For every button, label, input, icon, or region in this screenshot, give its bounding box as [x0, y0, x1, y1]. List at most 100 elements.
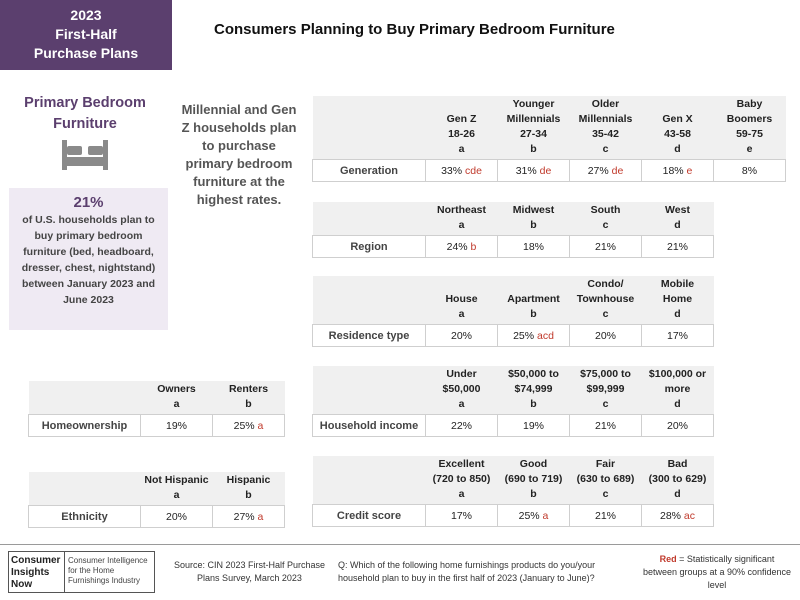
source-note: Source: CIN 2023 First-Half Purchase Pla… — [173, 560, 326, 583]
stat-description: of U.S. households plan to buy primary b… — [21, 214, 156, 306]
table-row: Generation 33% cde 31% de 27% de 18% e 8% — [312, 159, 786, 182]
row-label: Household income — [312, 414, 426, 437]
value-cell: 18% — [497, 235, 570, 258]
credit-table: Excellent (720 to 850) a Good (690 to 719) b… — [312, 456, 714, 527]
column-header: Younger Millennials 27-34 b — [497, 96, 570, 160]
value-cell: 20% — [425, 324, 498, 347]
column-header: Apartment b — [497, 276, 570, 325]
column-header: Gen X 43-58 d — [641, 96, 714, 160]
column-header: House a — [425, 276, 498, 325]
column-header: Bad (300 to 629) d — [641, 456, 714, 505]
callout-text: Millennial and Gen Z households plan to … — [181, 102, 297, 207]
row-label: Region — [312, 235, 426, 258]
column-header: South c — [569, 202, 642, 236]
header-corner — [28, 381, 141, 415]
value-cell: 33% cde — [425, 159, 498, 182]
column-header: Owners a — [140, 381, 213, 415]
column-header: Mobile Home d — [641, 276, 714, 325]
cin-logo: Consumer Insights Now Consumer Intellige… — [8, 551, 155, 593]
value-cell: 21% — [569, 414, 642, 437]
badge-year: 2023 — [70, 7, 102, 23]
value-cell: 25% acd — [497, 324, 570, 347]
value-cell: 21% — [569, 235, 642, 258]
table-row: Region 24% b 18% 21% 21% — [312, 235, 714, 258]
homeownership-table: Owners a Renters b Homeownership 19% 25% a — [28, 381, 285, 437]
ethnicity-table: Not Hispanic a Hispanic b Ethnicity 20% 27… — [28, 472, 285, 528]
logo-tagline: Consumer Intelligence for the Home Furni… — [68, 556, 148, 585]
row-label: Generation — [312, 159, 426, 182]
row-label: Residence type — [312, 324, 426, 347]
table-row: Credit score 17% 25% a 21% 28% ac — [312, 504, 714, 527]
badge-line-2: First-Half — [55, 26, 117, 42]
table-header-row: Northeast a Midwest b South c West d — [312, 202, 714, 236]
value-cell: 19% — [140, 414, 213, 437]
row-label: Homeownership — [28, 414, 141, 437]
table-row: Residence type 20% 25% acd 20% 17% — [312, 324, 714, 347]
legend-text: = Statistically significant between grou… — [642, 554, 792, 590]
table-header-row: Excellent (720 to 850) a Good (690 to 719) b… — [312, 456, 714, 505]
category-title-line-2: Furniture — [53, 116, 117, 132]
legend-red-word: Red — [659, 554, 677, 564]
value-cell: 17% — [425, 504, 498, 527]
column-header: $75,000 to $99,999 c — [569, 366, 642, 415]
column-header: Good (690 to 719) b — [497, 456, 570, 505]
survey-question: Q: Which of the following home furnishin… — [338, 560, 596, 583]
footer-divider — [0, 544, 800, 545]
column-header: Northeast a — [425, 202, 498, 236]
column-header: Older Millennials 35-42 c — [569, 96, 642, 160]
column-header: Hispanic b — [212, 472, 285, 506]
value-cell: 24% b — [425, 235, 498, 258]
category-title-line-1: Primary Bedroom — [24, 95, 146, 111]
column-header: Under $50,000 a — [425, 366, 498, 415]
residence-table: House a Apartment b Condo/Townhouse c Mobil… — [312, 276, 714, 347]
bed-icon — [62, 140, 108, 170]
value-cell: 17% — [641, 324, 714, 347]
page-title: Consumers Planning to Buy Primary Bedroo… — [214, 21, 615, 38]
stat-percentage: 21% — [73, 194, 104, 211]
column-header: Renters b — [212, 381, 285, 415]
column-header: $50,000 to $74,999 b — [497, 366, 570, 415]
table-header-row: Owners a Renters b — [28, 381, 285, 415]
header-corner — [312, 96, 426, 160]
value-cell: 22% — [425, 414, 498, 437]
generation-table: Gen Z 18-26 a Younger Millennials 27-34 b Older… — [312, 96, 786, 182]
value-cell: 18% e — [641, 159, 714, 182]
header-corner — [28, 472, 141, 506]
value-cell: 19% — [497, 414, 570, 437]
column-header: West d — [641, 202, 714, 236]
header-corner — [312, 366, 426, 415]
badge-line-3: Purchase Plans — [33, 45, 139, 61]
column-header: Not Hispanic a — [140, 472, 213, 506]
column-header: Fair (630 to 689) c — [569, 456, 642, 505]
column-header: Gen Z 18-26 a — [425, 96, 498, 160]
value-cell: 25% a — [212, 414, 285, 437]
header-corner — [312, 276, 426, 325]
value-cell: 21% — [569, 504, 642, 527]
income-table: Under $50,000 a $50,000 to $74,999 b $75,000… — [312, 366, 714, 437]
table-header-row: Not Hispanic a Hispanic b — [28, 472, 285, 506]
column-header: Condo/Townhouse c — [569, 276, 642, 325]
plan-badge: 2023 First-Half Purchase Plans — [0, 0, 172, 70]
table-header-row: House a Apartment b Condo/Townhouse c Mobil… — [312, 276, 714, 325]
column-header: Baby Boomers 59-75 e — [713, 96, 786, 160]
value-cell: 27% a — [212, 505, 285, 528]
table-row: Household income 22% 19% 21% 20% — [312, 414, 714, 437]
value-cell: 20% — [569, 324, 642, 347]
row-label: Ethnicity — [28, 505, 141, 528]
column-header: Excellent (720 to 850) a — [425, 456, 498, 505]
column-header: Midwest b — [497, 202, 570, 236]
header-corner — [312, 456, 426, 505]
table-header-row: Gen Z 18-26 a Younger Millennials 27-34 b Older… — [312, 96, 786, 160]
value-cell: 8% — [713, 159, 786, 182]
value-cell: 21% — [641, 235, 714, 258]
value-cell: 31% de — [497, 159, 570, 182]
value-cell: 25% a — [497, 504, 570, 527]
region-table: Northeast a Midwest b South c West d Region … — [312, 202, 714, 258]
row-label: Credit score — [312, 504, 426, 527]
logo-wordmark: Consumer Insights Now — [9, 552, 65, 592]
value-cell: 20% — [641, 414, 714, 437]
category-title: Primary Bedroom Furniture — [10, 93, 160, 135]
value-cell: 28% ac — [641, 504, 714, 527]
value-cell: 27% de — [569, 159, 642, 182]
table-row: Homeownership 19% 25% a — [28, 414, 285, 437]
